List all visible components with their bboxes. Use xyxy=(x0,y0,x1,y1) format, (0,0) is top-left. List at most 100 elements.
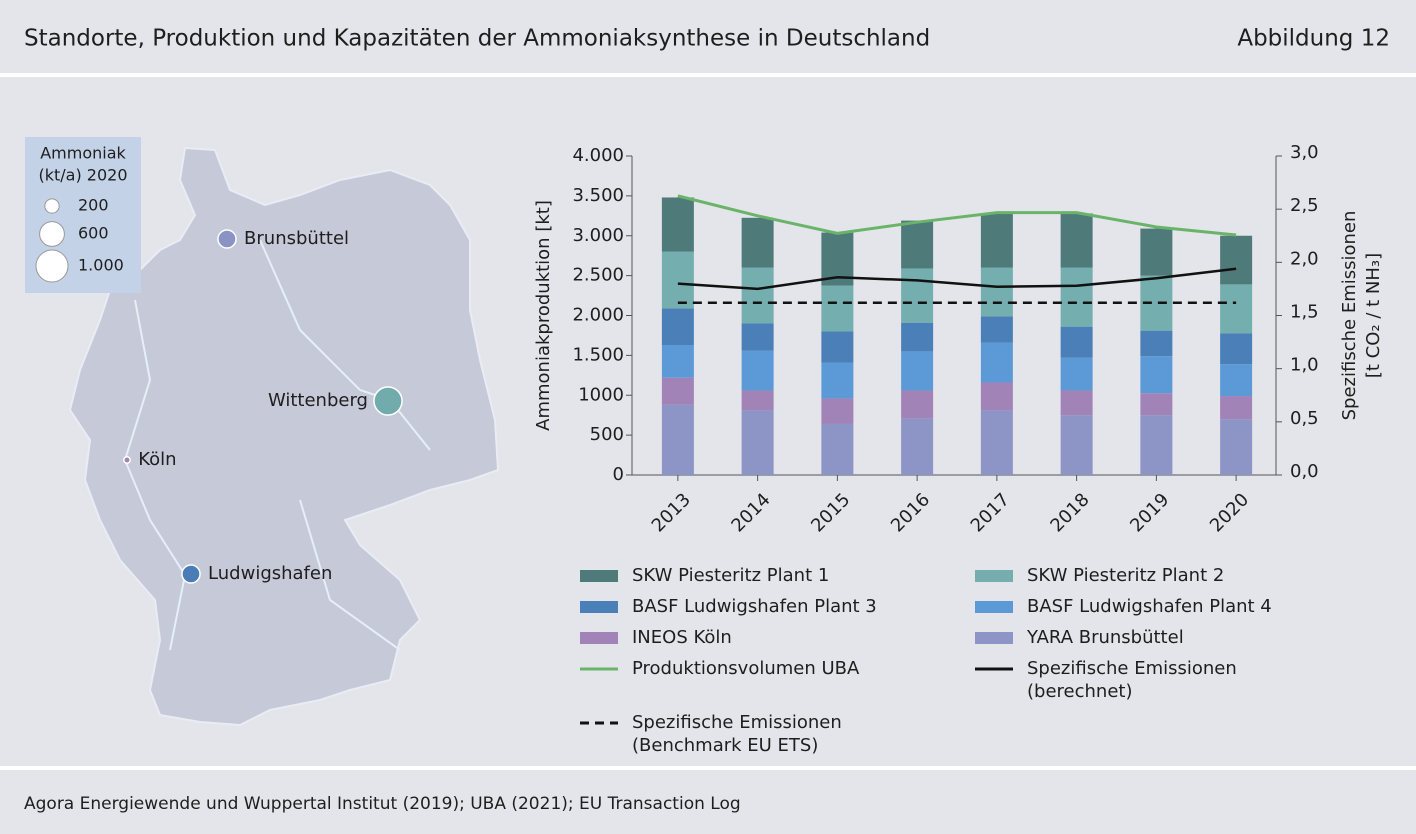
bar-segment xyxy=(821,331,854,363)
legend-swatch xyxy=(975,667,1013,671)
bar-segment xyxy=(741,267,774,324)
legend-item: Spezifische Emissionen (Benchmark EU ETS… xyxy=(580,711,975,757)
bar-segment xyxy=(661,404,694,475)
map-legend-circle xyxy=(35,249,69,283)
bar-segment xyxy=(901,390,934,419)
legend-label: YARA Brunsbüttel xyxy=(1027,627,1184,648)
legend-label: Spezifische Emissionen (berechnet) xyxy=(1027,658,1237,702)
map-legend-circle xyxy=(44,198,60,214)
y-tick-label: 1000 xyxy=(578,384,624,405)
bar-segment xyxy=(901,268,934,323)
site-marker xyxy=(217,229,237,249)
bar-segment xyxy=(1140,415,1173,475)
separator xyxy=(0,766,1416,770)
legend-item: INEOS Köln xyxy=(580,626,975,649)
bar-segment xyxy=(741,390,774,411)
bar-segment xyxy=(980,267,1013,317)
bar-segment xyxy=(741,350,774,391)
bar-segment xyxy=(980,382,1013,411)
bar-segment xyxy=(980,213,1013,268)
bar-segment xyxy=(1060,267,1093,327)
figure-number: Abbildung 12 xyxy=(1237,26,1390,52)
bar-segment xyxy=(1220,364,1253,397)
site-marker xyxy=(181,564,201,584)
legend-swatch xyxy=(580,632,618,644)
legend-rect xyxy=(975,601,1013,613)
bar-segment xyxy=(1140,356,1173,394)
bar-segment xyxy=(661,251,694,309)
bar-segment xyxy=(901,220,934,269)
bar-segment xyxy=(1060,326,1093,358)
legend-rect xyxy=(975,632,1013,644)
site-label: Köln xyxy=(138,449,176,470)
source: Agora Energiewende und Wuppertal Institu… xyxy=(24,794,741,814)
site-marker xyxy=(123,456,131,464)
legend-swatch xyxy=(580,570,618,582)
site-label: Ludwigshafen xyxy=(208,563,332,584)
bar-segment xyxy=(1060,213,1093,268)
bar-segment xyxy=(1220,284,1253,334)
chart: 0 500 1000 1.500 2.000 2.500 3.000 3.500 4.000 0,… xyxy=(533,142,1384,536)
y-tick-label: 500 xyxy=(590,424,624,445)
bar-segment xyxy=(980,342,1013,383)
y2-axis-title: [t CO₂ / t NH₃] xyxy=(1363,253,1384,378)
legend-swatch xyxy=(580,721,618,725)
x-tick-label: 2018 xyxy=(1046,489,1093,536)
map-legend-label: 1.000 xyxy=(78,256,124,275)
legend-rect xyxy=(580,570,618,582)
legend-item: Spezifische Emissionen (berechnet) xyxy=(975,657,1395,703)
y2-tick-label: 1,0 xyxy=(1290,355,1319,376)
x-tick-label: 2017 xyxy=(967,489,1014,536)
legend-item: YARA Brunsbüttel xyxy=(975,626,1395,649)
legend-label: SKW Piesteritz Plant 2 xyxy=(1027,565,1225,586)
x-tick-label: 2014 xyxy=(727,489,774,536)
bar-segment xyxy=(901,322,934,352)
bar-segment xyxy=(661,308,694,346)
y2-axis-title: Spezifische Emissionen xyxy=(1339,211,1360,421)
y2-tick-label: 3,0 xyxy=(1290,142,1319,163)
x-tick-label: 2020 xyxy=(1206,489,1253,536)
separator xyxy=(0,73,1416,77)
bar-segment xyxy=(901,351,934,391)
y-tick-label: 2.500 xyxy=(572,265,624,286)
bar-segment xyxy=(1140,228,1173,276)
bar-segment xyxy=(901,418,934,475)
legend-item: SKW Piesteritz Plant 1 xyxy=(580,564,975,587)
legend-swatch xyxy=(975,570,1013,582)
legend-item: BASF Ludwigshafen Plant 4 xyxy=(975,595,1395,618)
bar-segment xyxy=(1140,393,1173,416)
legend-item: BASF Ludwigshafen Plant 3 xyxy=(580,595,975,618)
bar-segment xyxy=(980,410,1013,475)
bar-segment xyxy=(741,410,774,475)
legend-swatch xyxy=(975,632,1013,644)
bar-segment xyxy=(1220,333,1253,365)
rivers xyxy=(123,239,431,651)
title: Standorte, Produktion und Kapazitäten de… xyxy=(24,26,930,52)
x-tick-label: 2016 xyxy=(887,489,934,536)
map-legend-label: 600 xyxy=(78,224,109,243)
map-legend-title: Ammoniak xyxy=(40,144,126,163)
x-tick-label: 2015 xyxy=(807,489,854,536)
bar-segment xyxy=(1060,390,1093,416)
bar-segment xyxy=(1220,235,1253,285)
bar-segment xyxy=(741,217,774,268)
line-series xyxy=(677,267,1237,291)
bar-segment xyxy=(1060,357,1093,391)
bar-segment xyxy=(661,197,694,252)
y-axis-title: Ammoniakproduktion [kt] xyxy=(533,200,554,431)
site-label: Wittenberg xyxy=(268,390,368,411)
y-tick-label: 0 xyxy=(613,464,624,485)
legend-rect xyxy=(580,632,618,644)
legend-label: SKW Piesteritz Plant 1 xyxy=(632,565,830,586)
x-tick-label: 2013 xyxy=(648,489,695,536)
map-layer: Ammoniak (kt/a) 2020 200 600 1.000 Brunsbütte… xyxy=(35,144,403,584)
y-tick-label: 3.000 xyxy=(572,225,624,246)
legend-label: BASF Ludwigshafen Plant 4 xyxy=(1027,596,1272,617)
bar-segment xyxy=(1060,415,1093,475)
bar-segment xyxy=(821,285,854,332)
legend: SKW Piesteritz Plant 1 SKW Piesteritz Pla… xyxy=(580,564,1400,757)
x-tick-label: 2019 xyxy=(1126,489,1173,536)
bar-segment xyxy=(821,398,854,424)
line-series xyxy=(677,194,1237,237)
